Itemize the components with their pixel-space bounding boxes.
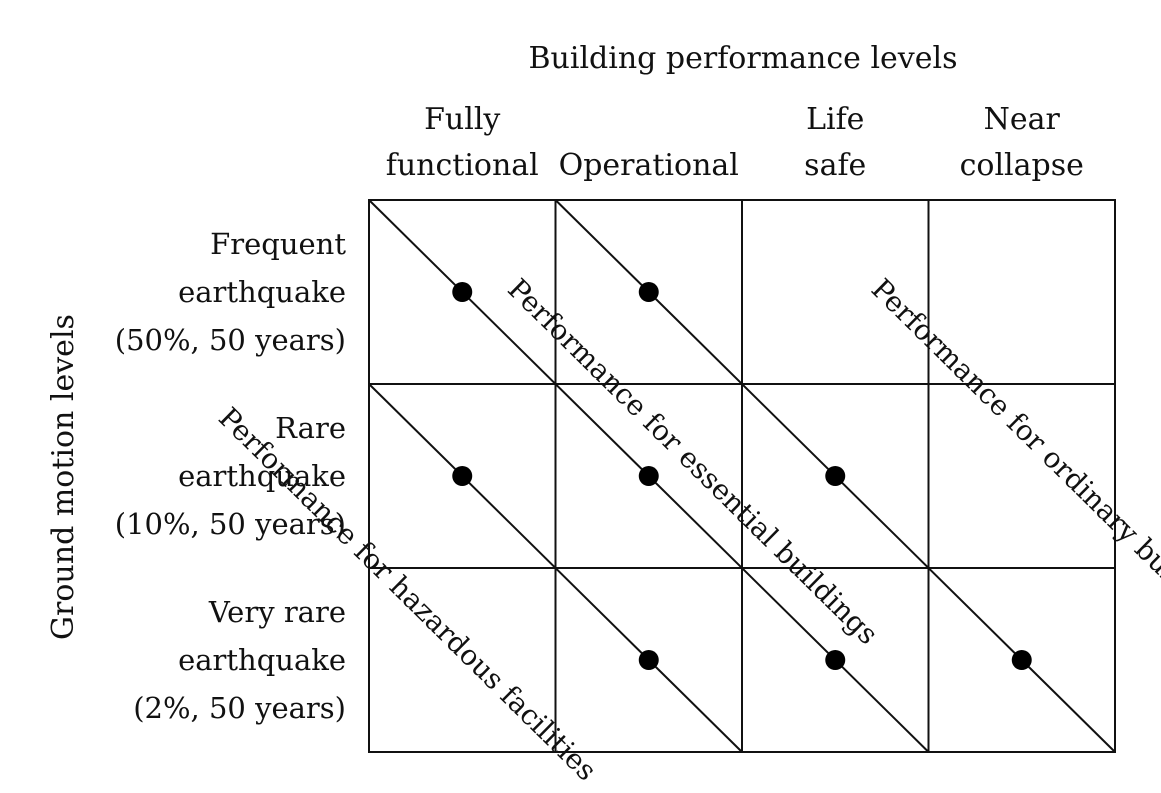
objective-line bbox=[368, 383, 743, 753]
performance-point bbox=[638, 650, 659, 670]
performance-point bbox=[452, 466, 473, 486]
column-header-line: Life bbox=[806, 102, 864, 137]
row-header-line: (10%, 50 years) bbox=[115, 507, 346, 541]
performance-point bbox=[825, 650, 846, 670]
y-axis-label: Ground motion levels bbox=[46, 314, 81, 640]
performance-point bbox=[825, 466, 846, 486]
performance-point bbox=[638, 466, 659, 486]
row-header-line: Very rare bbox=[208, 595, 346, 629]
row-headers: Frequent earthquake (50%, 50 years) Rare ear… bbox=[115, 227, 347, 725]
row-header-line: earthquake bbox=[178, 643, 346, 677]
objective-label: Performance for ordinary buildings bbox=[865, 272, 1161, 647]
performance-point bbox=[452, 282, 473, 302]
column-header-line: Near bbox=[984, 102, 1061, 137]
column-header-line: Operational bbox=[559, 148, 739, 183]
row-header-line: Frequent bbox=[210, 227, 346, 261]
column-header-line: functional bbox=[386, 148, 539, 183]
objective-points bbox=[452, 282, 1032, 670]
performance-point bbox=[1011, 650, 1032, 670]
column-headers: Fully functional Operational Life safe Near co… bbox=[386, 102, 1084, 183]
diagram-title: Building performance levels bbox=[528, 41, 957, 76]
objective-labels: Performance for hazardous facilitiesPerf… bbox=[212, 272, 1161, 787]
column-header-line: safe bbox=[804, 148, 866, 183]
row-header-line: earthquake bbox=[178, 459, 346, 493]
row-header-line: (50%, 50 years) bbox=[115, 323, 346, 357]
row-header-line: Rare bbox=[275, 411, 346, 445]
objective-label: Performance for essential buildings bbox=[501, 272, 884, 651]
performance-point bbox=[638, 282, 659, 302]
row-header-line: (2%, 50 years) bbox=[133, 691, 346, 725]
column-header-line: Fully bbox=[424, 102, 500, 137]
row-header-line: earthquake bbox=[178, 275, 346, 309]
column-header-line: collapse bbox=[960, 148, 1084, 183]
